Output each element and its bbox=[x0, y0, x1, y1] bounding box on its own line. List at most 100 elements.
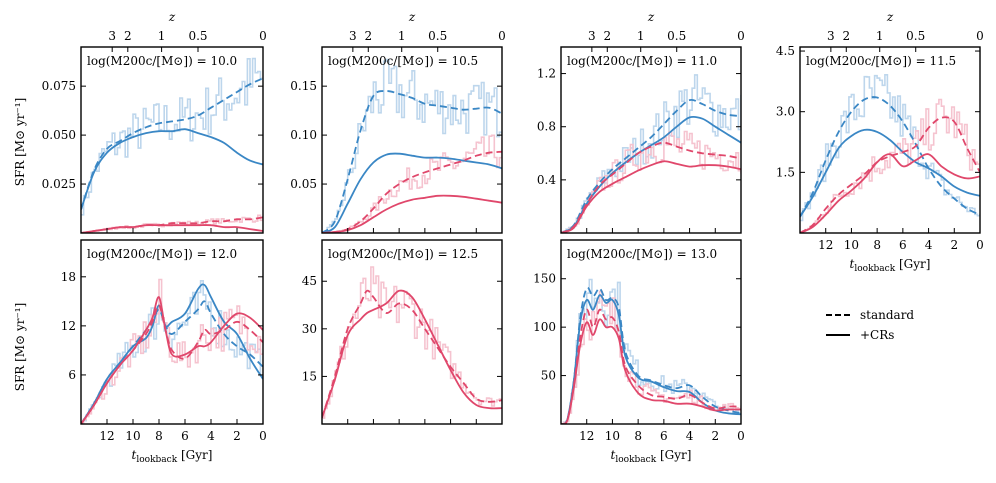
panel-5: 6 12 18 12 10 8 6 4 2 0 tlookback [Gyr] log(M200c/[… bbox=[61, 239, 267, 465]
raw-history bbox=[81, 214, 263, 233]
z-tick-label: 0.5 bbox=[667, 29, 686, 43]
series-red-crs bbox=[81, 224, 263, 233]
z-tick-label: 1 bbox=[637, 29, 645, 43]
panel-2: 0.05 0.10 0.15 3 2 1 0.5 0 z log(M200c/[M⊙]) = 10… bbox=[290, 10, 506, 234]
series-red-standard bbox=[322, 150, 502, 233]
x-axis-label: tlookback [Gyr] bbox=[850, 257, 931, 274]
y-tick-label: 0.025 bbox=[42, 177, 76, 191]
plot-area bbox=[81, 278, 263, 424]
y-tick-label: 4.5 bbox=[776, 44, 795, 58]
x-tick-label: 0 bbox=[737, 429, 745, 443]
y-tick-label: 45 bbox=[302, 274, 317, 288]
panel-title: log(M200c/[M⊙]) = 10.5 bbox=[328, 54, 478, 68]
raw-history bbox=[800, 74, 980, 222]
legend-label-standard: standard bbox=[860, 308, 914, 322]
plot-area bbox=[322, 58, 502, 233]
y-tick-label: 0.15 bbox=[290, 79, 317, 93]
z-tick-label: 3 bbox=[827, 29, 835, 43]
series-blue-standard bbox=[81, 300, 263, 424]
y-tick-label: 1.5 bbox=[776, 165, 795, 179]
series-red-standard bbox=[561, 141, 741, 233]
panel-title: log(M200c/[M⊙]) = 12.0 bbox=[87, 247, 237, 261]
series-blue-standard bbox=[81, 77, 263, 210]
z-tick-label: 0.5 bbox=[906, 29, 925, 43]
z-tick-label: 2 bbox=[364, 29, 372, 43]
y-tick-label: 0.050 bbox=[42, 128, 76, 142]
z-tick-label: 1 bbox=[398, 29, 406, 43]
x-tick-label: 2 bbox=[233, 429, 241, 443]
panel-6: 15 30 45 log(M200c/[M⊙]) = 12.5 bbox=[302, 239, 503, 425]
axes-frame bbox=[80, 46, 264, 234]
raw-history bbox=[322, 58, 502, 233]
x-tick-label: 4 bbox=[686, 429, 694, 443]
plot-area bbox=[800, 74, 980, 233]
series-red-crs bbox=[561, 160, 741, 233]
z-tick-label: 1 bbox=[158, 29, 166, 43]
series-red-standard bbox=[800, 116, 980, 233]
z-axis-label: z bbox=[168, 10, 176, 24]
x-tick-label: 2 bbox=[711, 429, 719, 443]
x-tick-label: 10 bbox=[844, 238, 859, 252]
y-tick-label: 100 bbox=[533, 320, 556, 334]
z-tick-label: 3 bbox=[108, 29, 116, 43]
raw-history bbox=[322, 266, 502, 419]
y-tick-label: 0.05 bbox=[290, 177, 317, 191]
y-tick-label: 15 bbox=[302, 369, 317, 383]
plot-area bbox=[561, 278, 741, 424]
panel-7: 50 100 150 12 10 8 6 4 2 0 tlookback [Gyr] log(M200… bbox=[533, 239, 745, 465]
x-tick-label: 12 bbox=[579, 429, 594, 443]
x-tick-label: 12 bbox=[99, 429, 114, 443]
series-red-standard bbox=[322, 289, 502, 418]
series-blue-standard bbox=[800, 96, 980, 218]
z-tick-label: 0 bbox=[976, 29, 984, 43]
panel-3: 0.4 0.8 1.2 3 2 1 0.5 0 z log(M200c/[M⊙]) = 11.0 bbox=[537, 10, 745, 234]
x-tick-label: 0 bbox=[259, 429, 267, 443]
series-blue-crs bbox=[81, 128, 263, 210]
x-tick-label: 0 bbox=[976, 238, 984, 252]
series-red-standard bbox=[81, 304, 263, 424]
z-axis-label: z bbox=[647, 10, 655, 24]
series-blue-standard bbox=[561, 286, 741, 424]
z-tick-label: 0 bbox=[259, 29, 267, 43]
y-axis-label-bottom: SFR [M⊙ yr⁻¹] bbox=[13, 303, 27, 392]
series-red-crs bbox=[322, 194, 502, 233]
x-tick-label: 2 bbox=[950, 238, 958, 252]
x-tick-label: 12 bbox=[818, 238, 833, 252]
z-tick-label: 3 bbox=[349, 29, 357, 43]
z-tick-label: 2 bbox=[603, 29, 611, 43]
y-tick-label: 30 bbox=[302, 322, 317, 336]
y-tick-label: 50 bbox=[541, 369, 556, 383]
x-axis-label: tlookback [Gyr] bbox=[611, 448, 692, 465]
plot-area bbox=[81, 57, 263, 233]
legend-label-crs: +CRs bbox=[860, 328, 894, 342]
z-axis-label: z bbox=[408, 10, 416, 24]
raw-history bbox=[81, 278, 263, 424]
panel-title: log(M200c/[M⊙]) = 13.0 bbox=[567, 247, 717, 261]
z-tick-label: 0 bbox=[737, 29, 745, 43]
raw-history bbox=[322, 134, 502, 233]
z-axis-label: z bbox=[886, 10, 894, 24]
x-axis-label: tlookback [Gyr] bbox=[132, 448, 213, 465]
series-red-standard bbox=[81, 216, 263, 233]
axes-frame bbox=[560, 46, 742, 234]
y-axis-label-top: SFR [M⊙ yr⁻¹] bbox=[13, 98, 27, 187]
x-tick-label: 10 bbox=[605, 429, 620, 443]
series-red-crs bbox=[81, 296, 263, 424]
y-tick-label: 0.075 bbox=[42, 79, 76, 93]
axes-frame bbox=[321, 46, 503, 234]
panel-1: 0.025 0.050 0.075 3 2 1 0.5 0 z log(M200c/[M⊙]) =… bbox=[42, 10, 267, 234]
series-blue-crs bbox=[561, 294, 741, 424]
series-blue-crs bbox=[561, 115, 741, 233]
series-blue-crs bbox=[81, 283, 263, 424]
x-tick-label: 10 bbox=[125, 429, 140, 443]
z-tick-label: 2 bbox=[124, 29, 132, 43]
panel-title: log(M200c/[M⊙]) = 12.5 bbox=[328, 247, 478, 261]
raw-history bbox=[81, 57, 263, 216]
series-blue-standard bbox=[561, 98, 741, 233]
axes-frame bbox=[80, 239, 264, 425]
panel-title: log(M200c/[M⊙]) = 11.0 bbox=[567, 54, 717, 68]
y-tick-label: 1.2 bbox=[537, 67, 556, 81]
x-tick-label: 4 bbox=[925, 238, 933, 252]
series-blue-crs bbox=[800, 128, 980, 218]
